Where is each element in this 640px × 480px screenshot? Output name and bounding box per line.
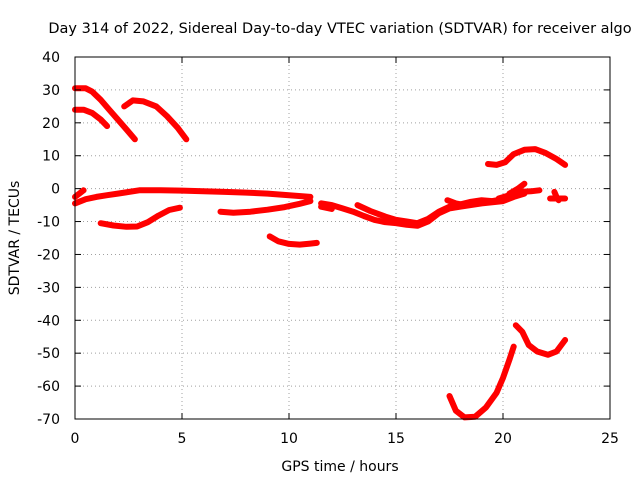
x-axis-label: GPS time / hours: [281, 459, 398, 475]
series-arc-f: [97, 204, 183, 230]
series-arc-d: [72, 187, 314, 207]
chart-title: Day 314 of 2022, Sidereal Day-to-day VTE…: [48, 21, 631, 37]
x-tick-label: 25: [601, 431, 619, 447]
y-tick-label: 30: [42, 83, 60, 99]
y-tick-label: -40: [37, 313, 60, 329]
series-arc-m: [495, 187, 543, 202]
x-ticks: 0 5 10 15 20 25: [71, 57, 619, 447]
series-arc-n: [506, 180, 528, 197]
x-tick-label: 20: [494, 431, 512, 447]
x-tick-label: 5: [178, 431, 187, 447]
x-tick-label: 15: [387, 431, 405, 447]
y-tick-label: 20: [42, 116, 60, 132]
y-tick-label: 0: [51, 182, 60, 198]
series-arc-h: [266, 233, 320, 248]
y-axis-label: SDTVAR / TECUs: [7, 181, 23, 296]
series-arc-b: [72, 106, 111, 130]
grid: [75, 57, 610, 419]
y-tick-label: -10: [37, 215, 60, 231]
series-arc-a: [72, 85, 138, 143]
series-arc-c: [121, 97, 190, 143]
y-tick-label: -20: [37, 247, 60, 263]
y-tick-label: -60: [37, 379, 60, 395]
y-tick-label: -70: [37, 412, 60, 428]
series-arc-l: [444, 197, 468, 209]
y-tick-label: -30: [37, 280, 60, 296]
series-arc-s: [512, 322, 569, 358]
x-tick-label: 10: [280, 431, 298, 447]
y-tick-label: 40: [42, 50, 60, 66]
series-arc-e: [72, 187, 87, 200]
series-arc-g: [217, 198, 314, 216]
y-tick-label: -50: [37, 346, 60, 362]
series-arc-q: [485, 146, 569, 168]
series-arc-p: [551, 188, 562, 204]
y-ticks: 40 30 20 10 0 -10 -20 -30 -40 -50 -60 -70: [37, 50, 610, 428]
series-arc-j: [318, 203, 335, 212]
plot-series: [72, 85, 569, 421]
y-tick-label: 10: [42, 149, 60, 165]
x-tick-label: 0: [71, 431, 80, 447]
plot-frame: [74, 56, 611, 420]
series-arc-k: [354, 196, 506, 227]
series-arc-r: [446, 343, 517, 421]
